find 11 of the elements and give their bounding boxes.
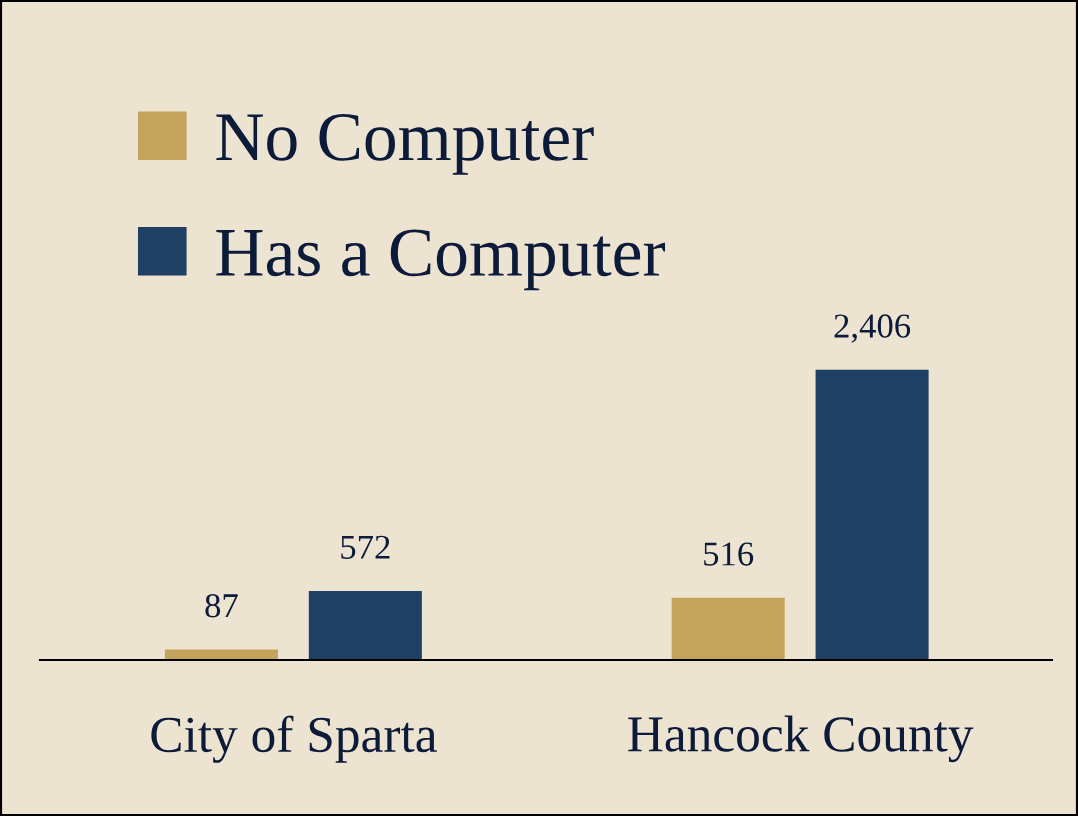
- bar: [308, 591, 422, 660]
- data-label: 87: [205, 594, 238, 618]
- data-label: 572: [341, 535, 390, 559]
- bar: [671, 597, 785, 660]
- x-tick-label: City of Sparta: [151, 715, 437, 763]
- bar: [815, 369, 929, 660]
- data-label: 2,406: [834, 314, 911, 343]
- legend-label: Has a Computer: [216, 229, 666, 291]
- legend-label: No Computer: [216, 114, 594, 175]
- data-label: 516: [704, 542, 754, 566]
- x-tick-label: Hancock County: [628, 715, 974, 763]
